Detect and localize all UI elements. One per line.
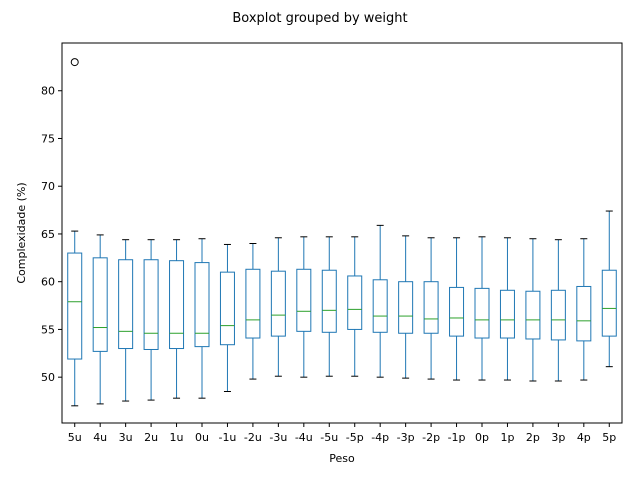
box bbox=[449, 286, 465, 337]
box bbox=[423, 281, 439, 334]
x-tick-label: -3p bbox=[397, 431, 415, 444]
x-tick-label: -2u bbox=[244, 431, 262, 444]
x-tick-label: -1p bbox=[448, 431, 466, 444]
box bbox=[245, 268, 261, 339]
y-tick-label: 60 bbox=[41, 276, 55, 289]
x-tick-label: -4p bbox=[371, 431, 389, 444]
box bbox=[118, 259, 134, 350]
box bbox=[169, 260, 185, 350]
x-tick-label: 2u bbox=[144, 431, 158, 444]
box bbox=[92, 257, 108, 352]
box bbox=[398, 281, 414, 334]
box bbox=[67, 252, 83, 360]
axes-frame bbox=[61, 42, 623, 424]
box bbox=[372, 279, 388, 333]
box bbox=[296, 268, 312, 332]
box bbox=[601, 269, 617, 337]
x-tick-label: -3u bbox=[269, 431, 287, 444]
x-tick-label: 5p bbox=[602, 431, 616, 444]
box bbox=[321, 269, 337, 333]
box bbox=[576, 285, 592, 342]
outlier-point bbox=[70, 58, 79, 67]
x-tick-label: -2p bbox=[422, 431, 440, 444]
x-tick-label: 5u bbox=[68, 431, 82, 444]
box bbox=[143, 259, 159, 350]
x-tick-label: 4u bbox=[93, 431, 107, 444]
x-tick-label: -4u bbox=[295, 431, 313, 444]
y-tick-label: 75 bbox=[41, 132, 55, 145]
box bbox=[525, 290, 541, 340]
x-tick-label: 1u bbox=[170, 431, 184, 444]
y-tick-label: 70 bbox=[41, 180, 55, 193]
x-tick-label: -1u bbox=[218, 431, 236, 444]
x-tick-label: 1p bbox=[500, 431, 514, 444]
y-tick-label: 65 bbox=[41, 228, 55, 241]
box bbox=[499, 289, 515, 339]
box bbox=[219, 271, 235, 346]
box bbox=[550, 289, 566, 341]
chart-title: Boxplot grouped by weight bbox=[232, 11, 407, 26]
y-axis-label: Complexidade (%) bbox=[15, 182, 28, 283]
box bbox=[194, 262, 210, 348]
box bbox=[270, 270, 286, 337]
y-tick-label: 50 bbox=[41, 371, 55, 384]
y-tick-label: 80 bbox=[41, 85, 55, 98]
x-tick-label: -5p bbox=[346, 431, 364, 444]
plot-area: 50 55 60 65 70 75 80 5u 4u 3u 2u 1u 0u -1u -2u -3u -4u -5… bbox=[41, 58, 617, 444]
x-tick-label: 0u bbox=[195, 431, 209, 444]
x-axis-label: Peso bbox=[329, 452, 355, 465]
x-tick-label: -5u bbox=[320, 431, 338, 444]
box bbox=[347, 275, 363, 330]
x-tick-label: 4p bbox=[577, 431, 591, 444]
box bbox=[474, 287, 490, 339]
x-tick-label: 3p bbox=[551, 431, 565, 444]
x-tick-label: 0p bbox=[475, 431, 489, 444]
x-tick-label: 3u bbox=[119, 431, 133, 444]
y-tick-label: 55 bbox=[41, 323, 55, 336]
x-tick-label: 2p bbox=[526, 431, 540, 444]
